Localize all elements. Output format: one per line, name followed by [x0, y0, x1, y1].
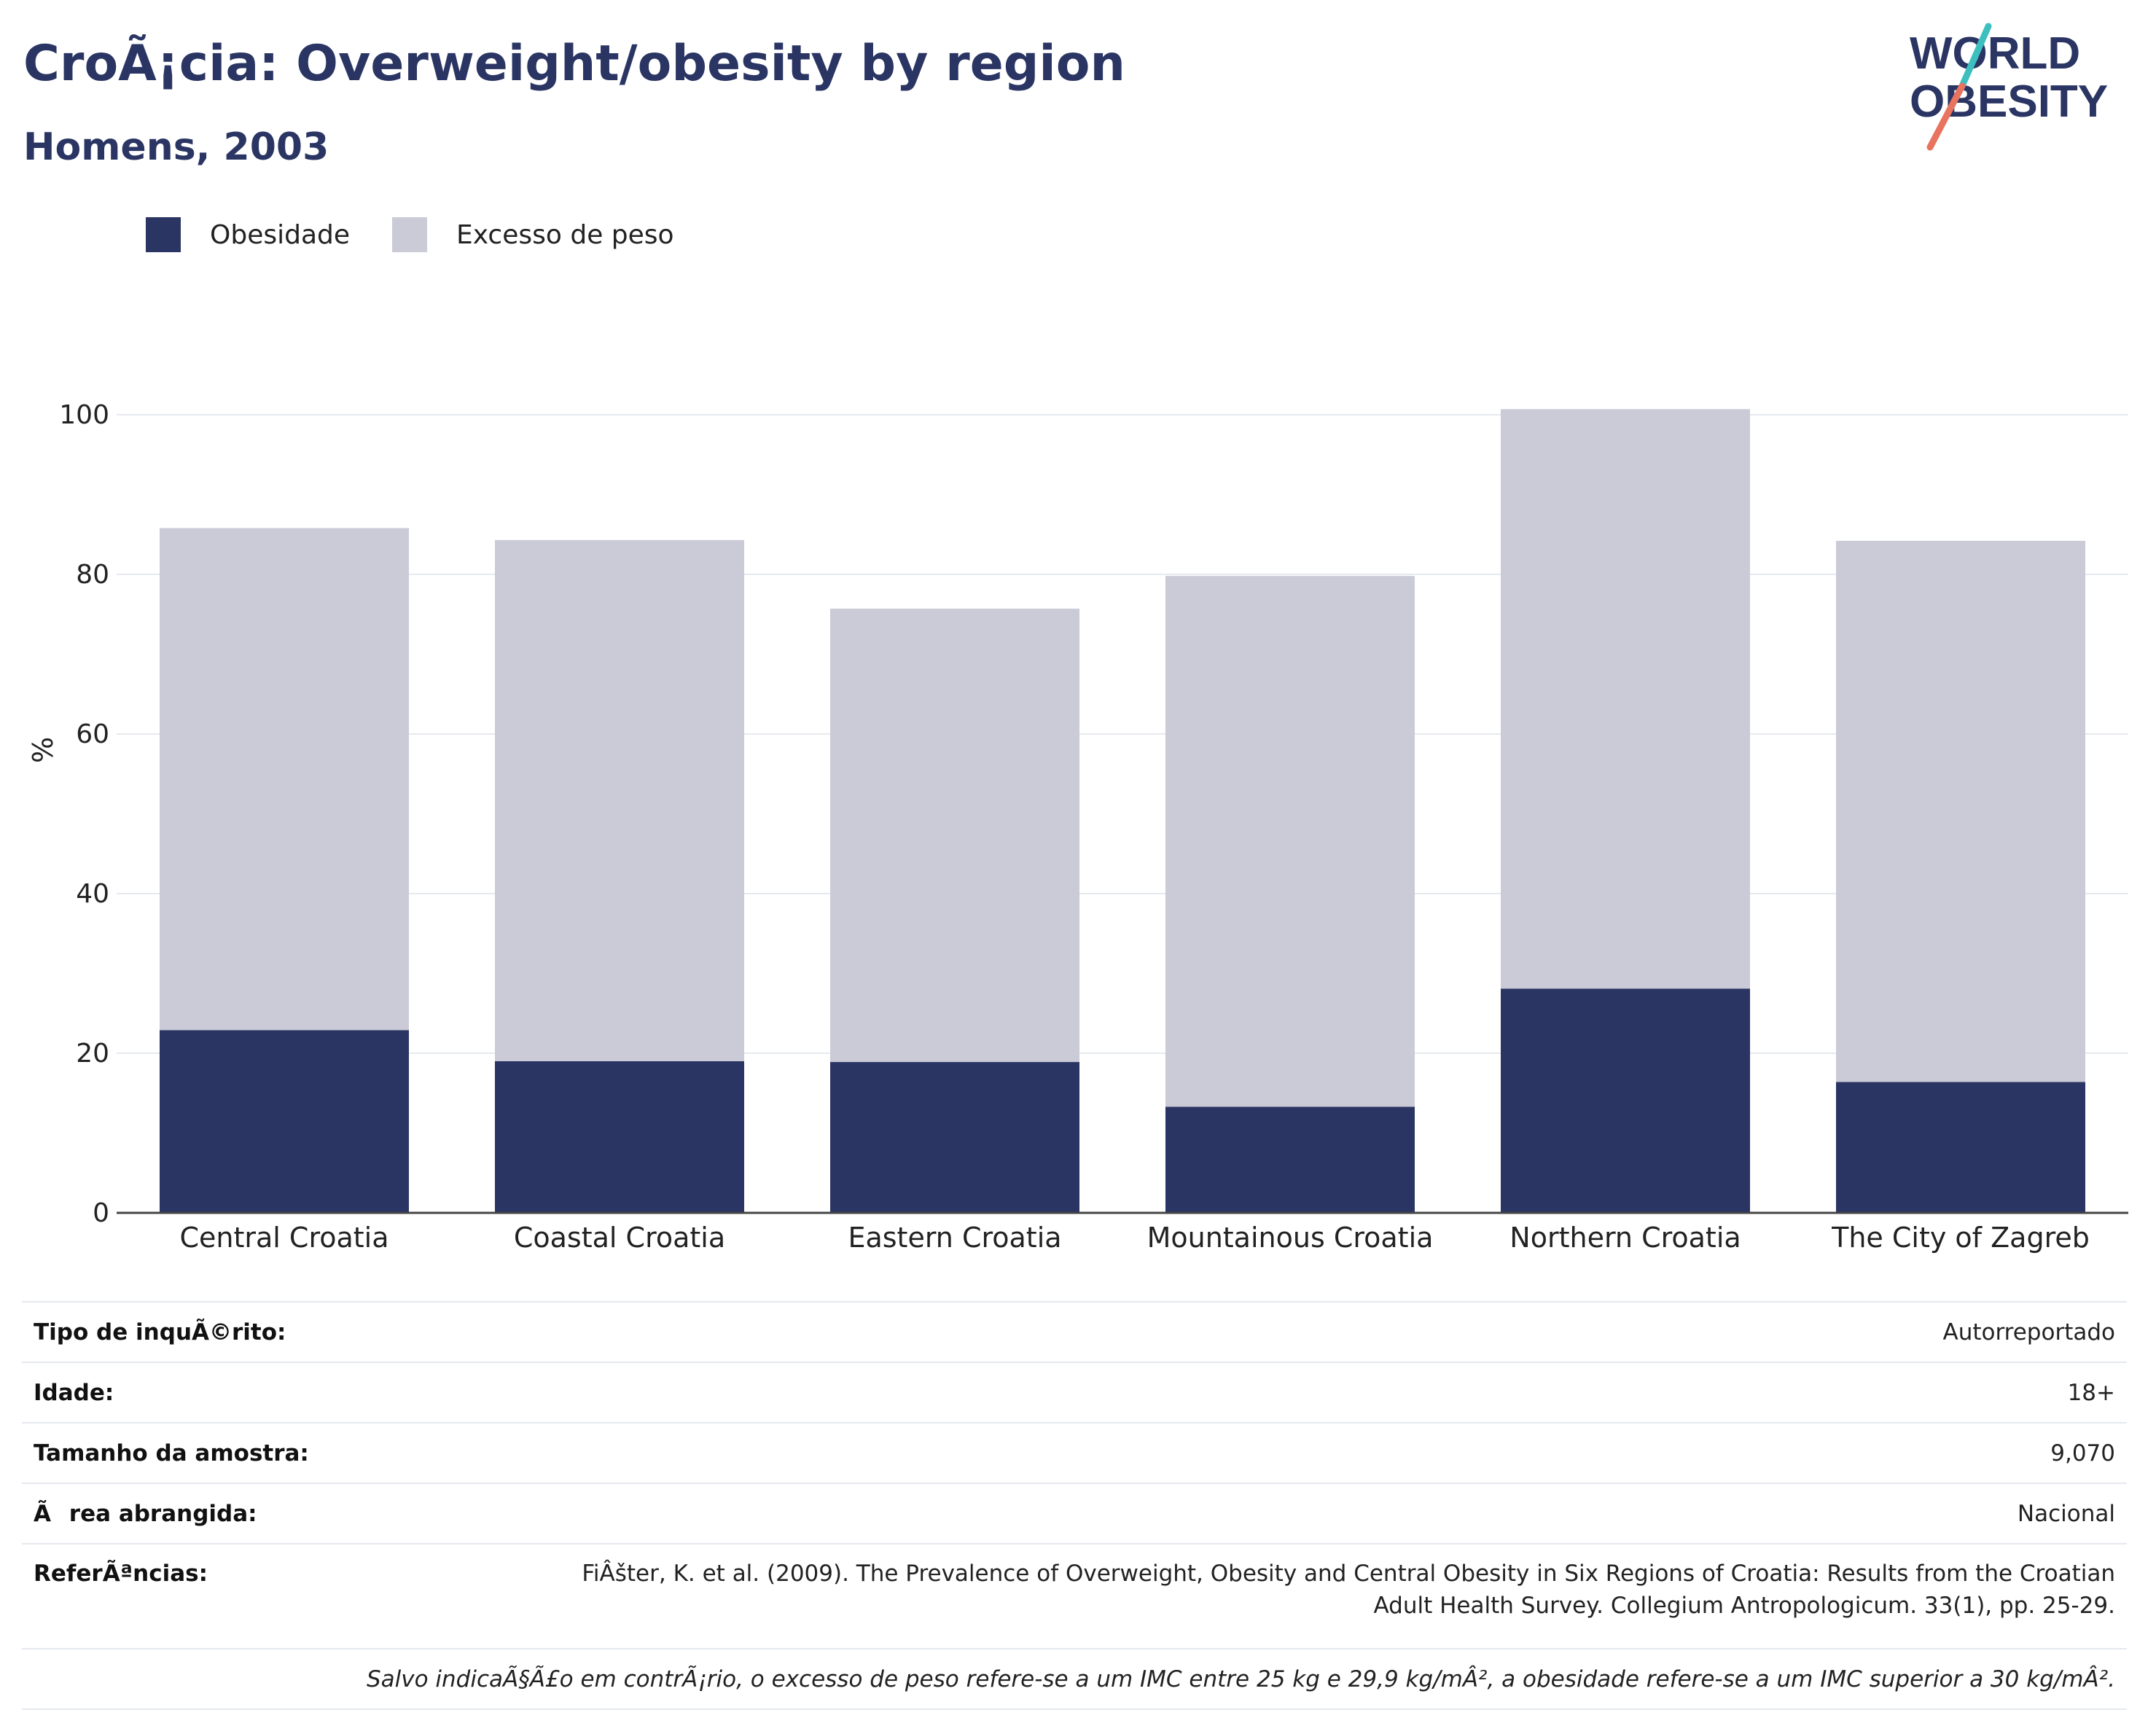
meta-label: Tamanho da amostra: — [22, 1423, 483, 1483]
meta-value: 9,070 — [483, 1423, 2127, 1483]
chart-title: CroÃ¡cia: Overweight/obesity by region — [23, 35, 1125, 93]
meta-row: Tamanho da amostra: 9,070 — [22, 1423, 2127, 1483]
y-tick-label: 100 — [59, 400, 109, 430]
meta-row-note: Salvo indicaÃ§Ã£o em contrÃ¡rio, o exces… — [22, 1649, 2127, 1709]
bar-obesity — [1501, 988, 1750, 1213]
logo-line-1: WORLD — [1910, 28, 2080, 79]
legend-label-overweight: Excesso de peso — [456, 220, 674, 250]
meta-row: Idade: 18+ — [22, 1362, 2127, 1423]
bar-overweight — [1165, 576, 1415, 1106]
x-tick-label: Northern Croatia — [1509, 1222, 1741, 1254]
y-tick-label: 20 — [76, 1039, 109, 1069]
meta-row-references: ReferÃªncias: FiÂšter, K. et al. (2009).… — [22, 1544, 2127, 1649]
definition-note: Salvo indicaÃ§Ã£o em contrÃ¡rio, o exces… — [22, 1649, 2127, 1709]
meta-value: 18+ — [483, 1362, 2127, 1423]
bar-overweight — [1836, 541, 2085, 1082]
bar-obesity — [160, 1030, 409, 1213]
bar-chart: 0 20 40 60 80 100% Central Croatia Coastal Croa… — [0, 350, 2156, 1261]
x-tick-label: Mountainous Croatia — [1147, 1222, 1434, 1254]
meta-label: Tipo de inquÃ©rito: — [22, 1302, 483, 1362]
legend-swatch-obesity — [146, 217, 181, 252]
bar-overweight — [1501, 409, 1750, 988]
chart-legend: Obesidade Excesso de peso — [146, 217, 716, 252]
y-axis-label: % — [27, 737, 59, 763]
legend-item-overweight[interactable]: Excesso de peso — [392, 217, 674, 252]
references-line-2: Adult Health Survey. Collegium Antropolo… — [494, 1590, 2115, 1622]
bar-obesity — [1836, 1082, 2085, 1213]
meta-label: Idade: — [22, 1362, 483, 1423]
meta-row: Ãrea abrangida: Nacional — [22, 1483, 2127, 1544]
bar-overweight — [160, 528, 409, 1030]
chart-subtitle: Homens, 2003 — [23, 125, 329, 169]
meta-label: Ãrea abrangida: — [22, 1483, 483, 1544]
y-tick-label: 40 — [76, 879, 109, 909]
y-tick-label: 60 — [76, 719, 109, 749]
x-tick-label: Central Croatia — [179, 1222, 388, 1254]
meta-label: ReferÃªncias: — [22, 1544, 483, 1649]
meta-value: Autorreportado — [483, 1302, 2127, 1362]
legend-swatch-overweight — [392, 217, 427, 252]
world-obesity-logo: WORLD OBESITY — [1901, 22, 2141, 153]
bar-obesity — [495, 1061, 744, 1213]
x-tick-label: Eastern Croatia — [848, 1222, 1061, 1254]
legend-label-obesity: Obesidade — [210, 220, 350, 250]
bar-obesity — [830, 1062, 1079, 1213]
x-tick-label: Coastal Croatia — [514, 1222, 725, 1254]
legend-item-obesity[interactable]: Obesidade — [146, 217, 350, 252]
bar-overweight — [830, 609, 1079, 1062]
logo-line-2: OBESITY — [1910, 77, 2108, 127]
x-tick-label: The City of Zagreb — [1831, 1222, 2090, 1254]
survey-info-table: Tipo de inquÃ©rito: Autorreportado Idade… — [22, 1301, 2127, 1710]
y-tick-label: 0 — [93, 1198, 109, 1228]
y-tick-label: 80 — [76, 560, 109, 590]
meta-row: Tipo de inquÃ©rito: Autorreportado — [22, 1302, 2127, 1362]
meta-value: Nacional — [483, 1483, 2127, 1544]
references-value: FiÂšter, K. et al. (2009). The Prevalenc… — [483, 1544, 2127, 1649]
references-line-1: FiÂšter, K. et al. (2009). The Prevalenc… — [494, 1558, 2115, 1590]
bar-obesity — [1165, 1106, 1415, 1213]
bar-overweight — [495, 540, 744, 1061]
